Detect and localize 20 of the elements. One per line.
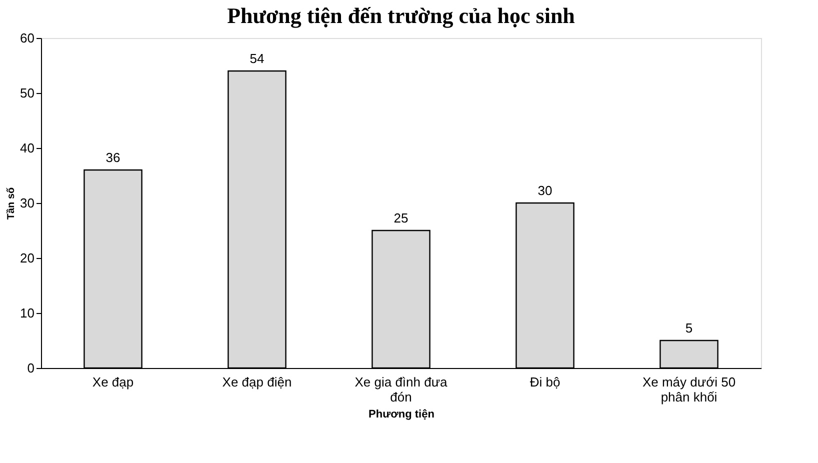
- y-tick-label: 60: [20, 30, 34, 46]
- y-tick-label: 20: [20, 250, 34, 266]
- x-tick-label: Đi bộ: [530, 374, 560, 390]
- x-tick-label: Xe đạp: [92, 374, 134, 390]
- x-tick-label: Xe máy dưới 50 phân khối: [642, 374, 736, 404]
- y-tick-label: 40: [20, 140, 34, 156]
- chart-title: Phương tiện đến trường của học sinh: [227, 3, 575, 28]
- data-label: 25: [394, 210, 408, 226]
- y-tick-label: 10: [20, 306, 34, 320]
- x-axis-title: Phương tiện: [368, 408, 435, 420]
- y-tick-label: 50: [20, 86, 34, 100]
- y-tick-label: 0: [27, 360, 34, 376]
- x-tick-label: Xe gia đình đưa đón: [354, 374, 448, 404]
- data-label: 30: [538, 183, 552, 198]
- y-tick-label: 30: [20, 196, 34, 210]
- data-label: 36: [106, 150, 120, 165]
- data-label: 5: [685, 320, 693, 336]
- y-axis-title: Tần số: [6, 187, 18, 220]
- x-tick-label: Xe đạp điện: [222, 374, 292, 390]
- data-label: 54: [250, 51, 264, 66]
